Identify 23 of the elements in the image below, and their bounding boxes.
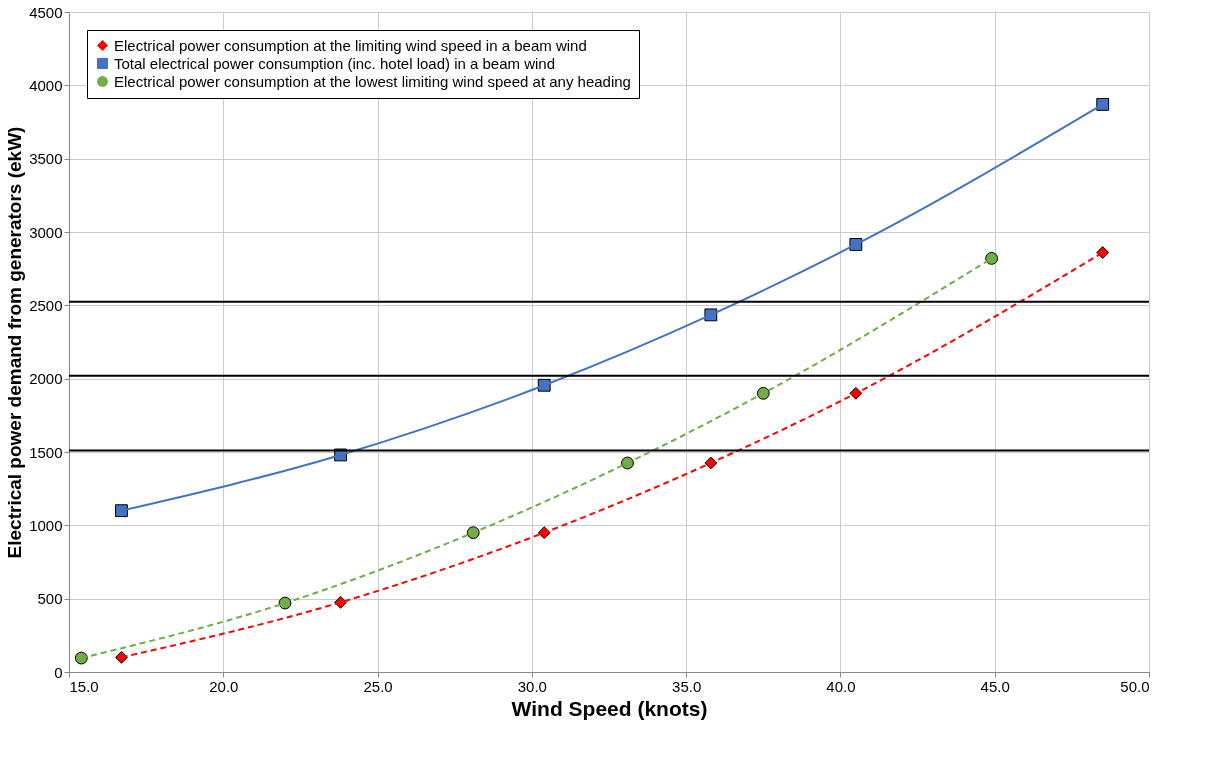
y-tick-label: 3500 [29,150,63,168]
y-tick-label: 1000 [29,516,63,534]
y-tick-label: 2000 [29,370,63,388]
legend-label: Total electrical power consumption (inc. hotel load) in a beam wind [114,54,556,72]
x-tick-label: 20.0 [209,677,239,695]
legend-label: Electrical power consumption at the limiting wind speed in a beam wind [114,36,587,54]
y-tick-label: 2500 [29,296,63,314]
legend-label: Electrical power consumption at the lowest limiting wind speed at any heading [114,72,631,90]
y-tick-label: 4500 [29,3,63,21]
y-axis-title: Electrical power demand from generators (ekW) [4,126,26,559]
y-tick-label: 3000 [29,223,63,241]
y-tick-label: 500 [37,590,63,608]
y-tick-label: 1500 [29,443,63,461]
x-tick-label: 50.0 [1120,677,1150,695]
y-tick-label: 0 [54,663,63,681]
x-tick-label: 45.0 [980,677,1010,695]
x-tick-label: 35.0 [672,677,702,695]
y-tick-label: 4000 [29,76,63,94]
x-axis-title: Wind Speed (knots) [511,696,708,720]
x-tick-label: 30.0 [517,677,547,695]
x-tick-label: 25.0 [363,677,393,695]
x-tick-label: 40.0 [826,677,856,695]
x-tick-label: 15.0 [69,677,99,695]
